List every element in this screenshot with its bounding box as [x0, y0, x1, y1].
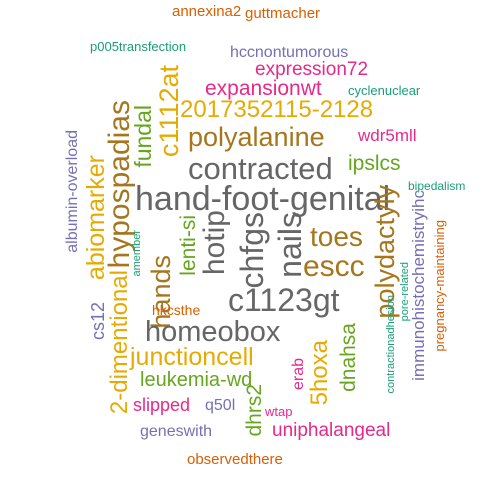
word-leukemia-wd: leukemia-wd	[140, 369, 253, 391]
word-hotip: hotip	[198, 210, 231, 276]
word-contractionadhesion: contractionadhesion	[385, 295, 397, 394]
word-uniphalangeal: uniphalangeal	[272, 420, 391, 441]
word-q50l: q50l	[205, 397, 236, 414]
word-p005transfection: p005transfection	[90, 39, 187, 54]
word-expansionwt: expansionwt	[205, 77, 322, 100]
word-ipslcs: ipslcs	[348, 152, 401, 175]
word-geneswith: geneswith	[140, 423, 213, 440]
word-abiomarker: abiomarker	[82, 155, 110, 281]
word-dnahsa: dnahsa	[337, 323, 360, 392]
word-amember: amember	[131, 230, 143, 277]
word-c1123gt: c1123gt	[228, 282, 340, 318]
word-toes: toes	[310, 221, 363, 252]
word-bipedalism: bipedalism	[408, 179, 466, 193]
word-hand-foot-genital: hand-foot-genital	[135, 180, 391, 218]
word-pore-related: pore-related	[399, 262, 411, 322]
word-wdr5mll: wdr5mll	[358, 126, 417, 145]
word-pregnancy-maintaining: pregnancy-maintaining	[432, 220, 447, 352]
word-dhrs2: dhrs2	[243, 384, 266, 437]
word-albumin-overload: albumin-overload	[64, 130, 81, 253]
word-c1112at: c1112at	[154, 65, 184, 158]
word-wtap: wtap	[265, 404, 293, 419]
word-hccnontumorous: hccnontumorous	[230, 44, 349, 61]
word-5hoxa: 5hoxa	[306, 340, 333, 406]
word-lenti-si: lenti-si	[177, 215, 200, 276]
word-observedthere: observedthere	[187, 451, 283, 468]
word-hkcsthe: hkcsthe	[152, 302, 201, 318]
word-erab: erab	[290, 358, 307, 391]
word-nails: nails	[272, 212, 308, 278]
word-contracted: contracted	[188, 151, 333, 186]
word-cs12: cs12	[88, 302, 108, 341]
word-chfgs: chfgs	[234, 212, 270, 289]
word-guttmacher: guttmacher	[245, 5, 321, 22]
word-cyclenuclear: cyclenuclear	[348, 83, 421, 98]
word-slipped: slipped	[133, 395, 191, 415]
word-polyalanine: polyalanine	[188, 122, 325, 152]
word-2017352115-2128: 2017352115-2128	[180, 96, 374, 123]
word-2-dimentional: 2-dimentional	[106, 270, 133, 415]
word-annexina2: annexina2	[172, 3, 242, 20]
word-homeobox: homeobox	[145, 316, 281, 348]
word-expression72: expression72	[255, 59, 369, 80]
word-immunohistochemistryihc: immunohistochemistryihc	[409, 190, 428, 381]
word-junctioncell: junctioncell	[130, 343, 254, 371]
word-escc: escc	[303, 250, 365, 283]
